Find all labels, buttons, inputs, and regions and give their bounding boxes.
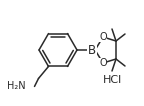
Text: HCl: HCl [102, 75, 122, 85]
Text: O: O [99, 32, 107, 42]
Text: B: B [88, 43, 96, 56]
Text: H₂N: H₂N [7, 81, 25, 91]
Text: O: O [99, 58, 107, 68]
